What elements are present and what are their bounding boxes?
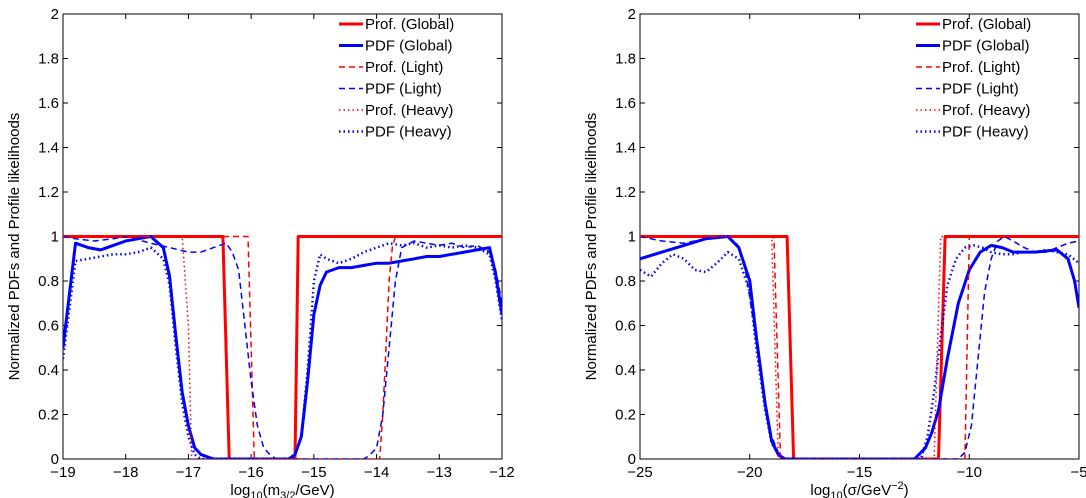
y-tick-label: 1.4	[615, 140, 636, 157]
x-axis-label-part: log	[810, 482, 830, 498]
data-series-group	[640, 235, 1079, 459]
legend-label: PDF (Light)	[365, 81, 442, 98]
x-tick-label: −13	[427, 464, 452, 481]
chart-panel-2: −25 −20 −15 −10 −5 0 0.2 0.4 0.6 0.8 1 1.2 1.4 1.6 1.8…	[583, 6, 1086, 498]
x-axis-label-part: 10	[830, 490, 842, 498]
x-axis-label: log10(m3/2/GeV)	[230, 482, 334, 498]
x-tick-label: −12	[489, 464, 514, 481]
x-tick-label: −16	[238, 464, 263, 481]
y-tick-label: 1.6	[38, 95, 59, 112]
x-axis-label-part: log	[230, 482, 250, 498]
legend-label: PDF (Global)	[365, 38, 453, 55]
x-tick-label: −14	[364, 464, 389, 481]
y-tick-label: 1	[51, 229, 59, 246]
x-tick-label: −10	[957, 464, 982, 481]
x-tick-label: −5	[1070, 464, 1086, 481]
y-tick-label: 0.4	[615, 362, 636, 379]
y-axis-label: Normalized PDFs and Profile likelihoods	[583, 113, 600, 381]
x-tick-label: −18	[113, 464, 138, 481]
y-tick-label: 1.2	[38, 184, 59, 201]
series-line-3	[63, 235, 502, 459]
legend-label: PDF (Heavy)	[942, 124, 1029, 141]
y-tick-label: 1.4	[38, 140, 59, 157]
legend-label: Prof. (Heavy)	[365, 102, 453, 119]
y-tick-label: 2	[628, 6, 636, 23]
x-tick-label: −20	[737, 464, 762, 481]
series-line-4	[63, 235, 502, 459]
legend-label: PDF (Light)	[942, 81, 1019, 98]
y-tick-label: 1.8	[38, 51, 59, 68]
legend-label: PDF (Heavy)	[365, 124, 452, 141]
y-tick-label: 0.6	[615, 318, 636, 335]
x-axis-label: log10(σ/GeV−2)	[810, 480, 908, 498]
series-line-2	[63, 235, 502, 459]
x-tick-label: −15	[301, 464, 326, 481]
x-axis-label-part: (m	[263, 482, 281, 498]
y-tick-label: 1.2	[615, 184, 636, 201]
legend-label: PDF (Global)	[942, 38, 1030, 55]
x-tick-label: −19	[50, 464, 75, 481]
y-tick-label: 0.2	[38, 407, 59, 424]
x-axis-label-part: 10	[250, 490, 262, 498]
y-tick-label: 0.4	[38, 362, 59, 379]
data-series-group	[63, 235, 502, 459]
legend: Prof. (Global) PDF (Global) Prof. (Light) P…	[916, 16, 1031, 141]
x-axis-label-part: 3/2	[280, 490, 295, 498]
chart-panel-1: −19 −18 −17 −16 −15 −14 −13 −12 0 0.2 0.4 0.6 0.8 1 1.…	[6, 6, 515, 498]
y-tick-label: 1.6	[615, 95, 636, 112]
x-axis-label-part: (σ/GeV	[843, 482, 891, 498]
y-tick-label: 0.2	[615, 407, 636, 424]
x-axis-label-part: −2	[891, 480, 904, 492]
x-axis-label-part: )	[904, 482, 909, 498]
x-tick-label: −15	[847, 464, 872, 481]
legend-label: Prof. (Heavy)	[942, 102, 1030, 119]
y-tick-label: 0	[51, 451, 59, 468]
legend-label: Prof. (Global)	[365, 16, 454, 33]
x-axis-label-part: /GeV)	[295, 482, 334, 498]
series-line-6	[63, 241, 502, 459]
y-tick-label: 2	[51, 6, 59, 23]
legend-label: Prof. (Light)	[942, 59, 1020, 76]
x-tick-label: −17	[176, 464, 201, 481]
y-tick-label: 1.8	[615, 51, 636, 68]
legend-label: Prof. (Light)	[365, 59, 443, 76]
x-tick-label: −25	[627, 464, 652, 481]
y-tick-label: 0.6	[38, 318, 59, 335]
y-tick-label: 0	[628, 451, 636, 468]
y-tick-label: 0.8	[38, 273, 59, 290]
y-axis-label: Normalized PDFs and Profile likelihoods	[6, 113, 23, 381]
legend: Prof. (Global) PDF (Global) Prof. (Light) P…	[339, 16, 454, 141]
y-tick-label: 1	[628, 229, 636, 246]
legend-label: Prof. (Global)	[942, 16, 1031, 33]
series-line-4	[640, 235, 1079, 459]
y-tick-label: 0.8	[615, 273, 636, 290]
